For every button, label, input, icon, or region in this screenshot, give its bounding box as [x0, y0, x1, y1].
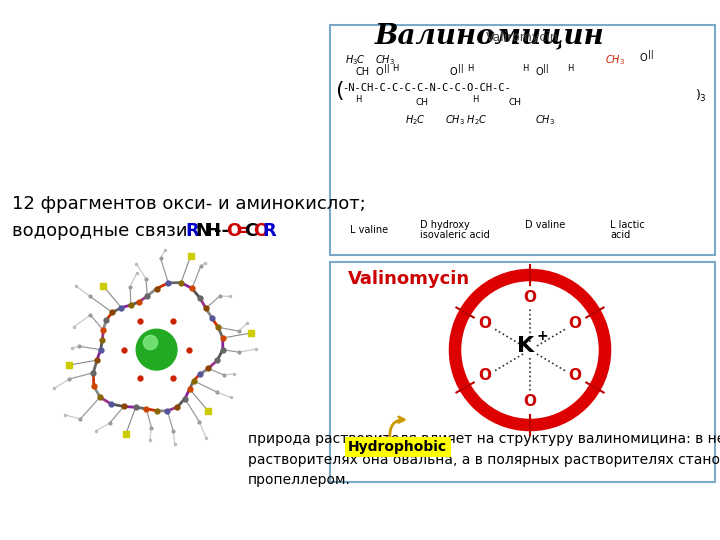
Text: Valiromycin: Valiromycin	[486, 31, 559, 44]
Text: H: H	[472, 95, 478, 104]
Text: R: R	[185, 222, 199, 240]
Text: 12 фрагментов окси- и аминокислот;: 12 фрагментов окси- и аминокислот;	[12, 195, 366, 213]
Text: H: H	[522, 64, 528, 73]
Text: CH: CH	[355, 67, 369, 77]
Text: $CH_3$: $CH_3$	[535, 113, 555, 127]
Text: O: O	[479, 316, 492, 332]
Text: CH: CH	[415, 98, 428, 107]
Text: природа растворителя влияет на структуру валиномицина: в неполярных
растворителя: природа растворителя влияет на структуру…	[248, 432, 720, 487]
Text: --: --	[214, 222, 229, 240]
Text: K: K	[518, 336, 534, 356]
Text: O: O	[479, 368, 492, 383]
Text: N: N	[195, 222, 210, 240]
Text: O: O	[253, 222, 269, 240]
Text: -N-CH-C-C-C-C-N-C-C-O-CH-C-: -N-CH-C-C-C-C-N-C-C-O-CH-C-	[342, 83, 510, 93]
Text: CH: CH	[508, 98, 521, 107]
Circle shape	[136, 329, 177, 370]
Text: O: O	[569, 316, 582, 332]
Text: $H_3C$: $H_3C$	[345, 53, 366, 67]
Circle shape	[143, 335, 158, 350]
Text: =: =	[235, 222, 250, 240]
Text: O: O	[535, 67, 543, 77]
Text: $CH_3$: $CH_3$	[605, 53, 625, 67]
Text: O: O	[226, 222, 241, 240]
Text: +: +	[536, 329, 548, 343]
Text: isovaleric acid: isovaleric acid	[420, 230, 490, 240]
Text: O: O	[450, 67, 458, 77]
Text: H: H	[567, 64, 573, 73]
Text: O: O	[640, 53, 647, 63]
Text: ||: ||	[458, 64, 464, 73]
Text: Valinomycin: Valinomycin	[348, 270, 470, 288]
Text: R: R	[262, 222, 276, 240]
Text: ||: ||	[543, 64, 549, 73]
Text: D valine: D valine	[525, 220, 565, 230]
Text: C: C	[244, 222, 257, 240]
Text: O: O	[376, 67, 384, 77]
Text: $CH_3$: $CH_3$	[375, 53, 395, 67]
Text: (: (	[335, 81, 343, 101]
Text: )$_3$: )$_3$	[695, 88, 707, 104]
Text: O: O	[569, 368, 582, 383]
Text: O: O	[523, 291, 536, 306]
Text: L lactic: L lactic	[610, 220, 644, 230]
Text: H: H	[355, 95, 361, 104]
Text: водородные связи: водородные связи	[12, 222, 199, 240]
Text: $H_2C$: $H_2C$	[405, 113, 426, 127]
Text: $CH_3$ $H_2C$: $CH_3$ $H_2C$	[445, 113, 487, 127]
Text: ||: ||	[384, 64, 390, 73]
Text: acid: acid	[610, 230, 630, 240]
Text: H: H	[205, 222, 220, 240]
Text: L valine: L valine	[350, 225, 388, 235]
Text: Валиномицин: Валиномицин	[375, 22, 605, 49]
Text: H: H	[392, 64, 398, 73]
Text: ||: ||	[648, 50, 654, 59]
FancyBboxPatch shape	[330, 25, 715, 255]
Text: H: H	[467, 64, 473, 73]
Text: D hydroxy: D hydroxy	[420, 220, 469, 230]
Text: O: O	[523, 395, 536, 409]
Text: Hydrophobic: Hydrophobic	[348, 440, 447, 454]
FancyBboxPatch shape	[330, 262, 715, 482]
